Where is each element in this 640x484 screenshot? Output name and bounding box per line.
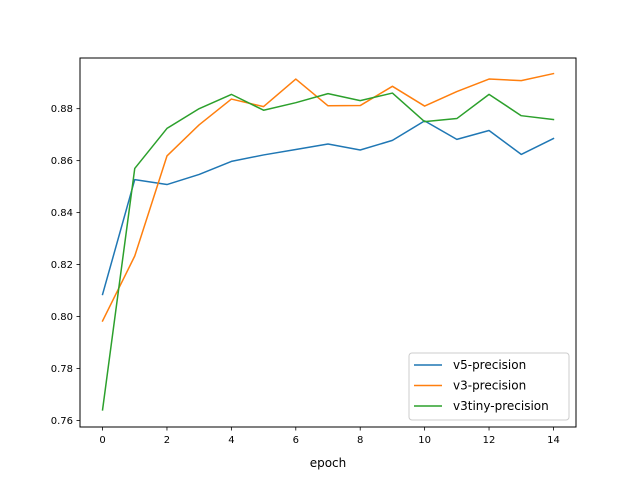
y-tick-label: 0.78 bbox=[51, 364, 73, 375]
y-tick-label: 0.86 bbox=[51, 156, 73, 167]
legend-label-v5-precision: v5-precision bbox=[453, 358, 526, 372]
legend: v5-precision v3-precision v3tiny-precision bbox=[408, 352, 570, 421]
y-tick-label: 0.80 bbox=[51, 312, 73, 323]
legend-label-v3tiny-precision: v3tiny-precision bbox=[453, 399, 549, 413]
series-line-v3-precision bbox=[101, 72, 555, 322]
x-tick-label: 4 bbox=[228, 435, 234, 446]
plot-frame bbox=[79, 57, 577, 428]
legend-label-v3-precision: v3-precision bbox=[453, 379, 526, 393]
x-axis-label: epoch bbox=[310, 456, 347, 470]
y-tick-label: 0.76 bbox=[51, 416, 73, 427]
x-tick-label: 6 bbox=[293, 435, 299, 446]
legend-box bbox=[408, 352, 570, 421]
x-tick-label: 12 bbox=[483, 435, 496, 446]
series-line-v3tiny-precision bbox=[101, 92, 555, 411]
y-tick-label: 0.88 bbox=[51, 104, 73, 115]
x-tick-label: 2 bbox=[164, 435, 170, 446]
x-tick-label: 14 bbox=[547, 435, 560, 446]
y-tick-label: 0.84 bbox=[51, 208, 73, 219]
y-tick-label: 0.82 bbox=[51, 260, 73, 271]
x-axis: 0 2 4 6 8 10 12 14 bbox=[99, 427, 560, 446]
series-layer bbox=[101, 72, 555, 411]
series-line-v5-precision bbox=[101, 120, 555, 296]
x-tick-label: 10 bbox=[418, 435, 431, 446]
y-axis: 0.76 0.78 0.80 0.82 0.84 0.86 0.88 bbox=[51, 104, 80, 427]
x-tick-label: 8 bbox=[357, 435, 363, 446]
x-tick-label: 0 bbox=[99, 435, 105, 446]
